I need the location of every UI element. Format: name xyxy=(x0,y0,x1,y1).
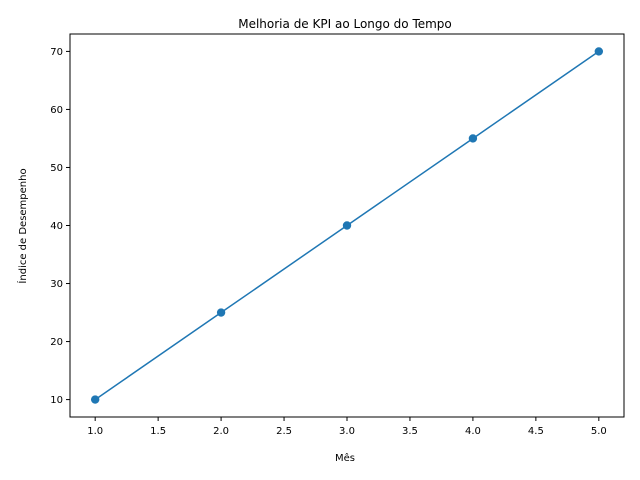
y-tick-label: 40 xyxy=(50,221,63,232)
x-tick-label: 2.5 xyxy=(276,426,292,437)
x-axis-ticks: 1.0 1.5 2.0 2.5 3.0 3.5 4.0 4.5 5.0 xyxy=(87,417,607,437)
x-tick-label: 4.0 xyxy=(465,426,481,437)
data-point xyxy=(90,395,100,404)
y-tick-label: 50 xyxy=(50,163,63,174)
x-tick-label: 3.0 xyxy=(339,426,355,437)
x-axis-label: Mês xyxy=(335,452,355,464)
y-tick-label: 70 xyxy=(50,47,63,58)
data-point xyxy=(342,221,352,230)
x-tick-label: 1.0 xyxy=(87,426,103,437)
x-tick-label: 5.0 xyxy=(591,426,607,437)
series-layer xyxy=(90,47,604,404)
y-tick-label: 10 xyxy=(50,395,63,406)
x-tick-label: 2.0 xyxy=(213,426,229,437)
y-tick-label: 20 xyxy=(50,337,63,348)
y-axis-label: Índice de Desempenho xyxy=(16,168,29,283)
x-tick-label: 1.5 xyxy=(150,426,166,437)
y-tick-label: 30 xyxy=(50,279,63,290)
y-axis-ticks: 10 20 30 40 50 60 70 xyxy=(50,47,70,406)
y-tick-label: 60 xyxy=(50,105,63,116)
data-point xyxy=(468,134,478,143)
chart-title: Melhoria de KPI ao Longo do Tempo xyxy=(238,17,452,31)
data-point xyxy=(594,47,604,56)
data-point xyxy=(216,308,226,317)
x-tick-label: 3.5 xyxy=(402,426,418,437)
x-tick-label: 4.5 xyxy=(528,426,544,437)
plot-area: 1.0 1.5 2.0 2.5 3.0 3.5 4.0 4.5 5.0 10 20 30 40 50 60… xyxy=(50,33,625,437)
